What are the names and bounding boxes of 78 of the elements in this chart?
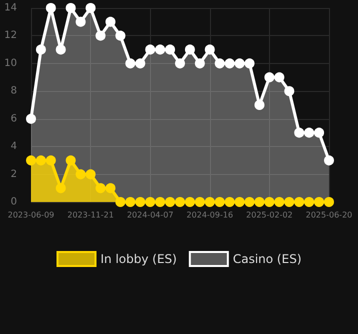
x-tick-label: 2025-02-02	[246, 210, 293, 220]
point	[324, 197, 334, 207]
point	[264, 72, 274, 82]
point	[304, 197, 314, 207]
point	[46, 155, 56, 166]
point	[76, 169, 86, 180]
point	[234, 58, 245, 68]
legend-label: In lobby (ES)	[100, 252, 177, 266]
point	[204, 44, 215, 55]
point	[66, 3, 76, 13]
point	[36, 44, 46, 55]
point	[56, 44, 66, 55]
point	[155, 44, 166, 55]
point	[214, 197, 225, 207]
point	[115, 30, 126, 41]
point	[184, 44, 195, 55]
point	[96, 30, 106, 41]
point	[304, 128, 314, 138]
x-tick-label: 2025-06-20	[306, 210, 352, 220]
point	[274, 72, 284, 82]
x-tick-label: 2023-06-09	[8, 210, 54, 220]
y-tick-label: 12	[4, 30, 17, 42]
point	[135, 58, 146, 68]
point	[244, 58, 255, 68]
legend-label: Casino (ES)	[232, 252, 302, 266]
point	[175, 58, 185, 68]
point	[115, 197, 126, 207]
point	[244, 197, 255, 207]
x-tick-label: 2023-11-21	[67, 210, 114, 220]
y-tick-label: 14	[4, 2, 17, 14]
y-tick-label: 6	[10, 113, 17, 124]
point	[66, 155, 76, 166]
point	[26, 155, 36, 166]
point	[294, 197, 304, 207]
point	[135, 197, 146, 207]
point	[254, 197, 264, 207]
point	[204, 197, 215, 207]
point	[76, 16, 86, 27]
point	[175, 197, 185, 207]
y-tick-label: 2	[10, 168, 17, 180]
point	[125, 58, 136, 68]
y-tick-label: 8	[10, 86, 17, 97]
point	[314, 128, 324, 138]
y-tick-label: 10	[4, 58, 17, 69]
point	[125, 197, 136, 207]
point	[184, 197, 195, 207]
point	[264, 197, 274, 207]
point	[165, 197, 176, 207]
x-tick-label: 2024-04-07	[126, 210, 174, 220]
point	[224, 197, 235, 207]
point	[194, 58, 205, 68]
point	[145, 197, 156, 207]
point	[194, 197, 205, 207]
point	[165, 44, 176, 55]
x-tick-label: 2024-09-16	[186, 210, 234, 220]
point	[36, 155, 46, 166]
point	[86, 3, 96, 13]
point	[96, 183, 106, 194]
point	[294, 128, 304, 138]
point	[214, 58, 225, 68]
point	[26, 114, 36, 124]
point	[224, 58, 235, 68]
point	[234, 197, 245, 207]
point	[324, 155, 334, 166]
point	[56, 183, 66, 194]
point	[86, 169, 96, 180]
y-tick-label: 0	[10, 196, 17, 208]
point	[254, 100, 264, 110]
point	[155, 197, 166, 207]
point	[314, 197, 324, 207]
point	[284, 197, 294, 207]
point	[105, 16, 116, 27]
point	[284, 86, 294, 96]
point	[145, 44, 156, 55]
point	[105, 183, 116, 194]
point	[274, 197, 284, 207]
y-tick-label: 4	[10, 141, 17, 152]
point	[46, 3, 56, 13]
